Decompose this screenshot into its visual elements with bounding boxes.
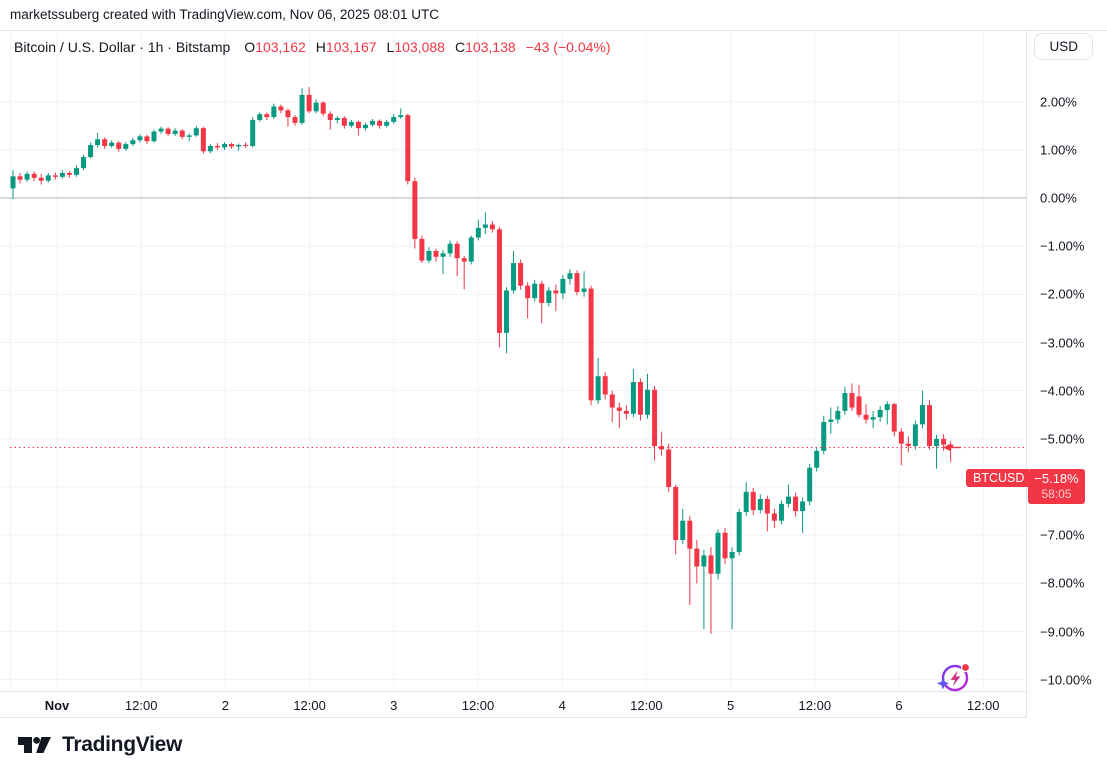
time-tick-label: 5: [726, 698, 735, 713]
symbol-title: Bitcoin / U.S. Dollar · 1h · Bitstamp: [14, 39, 231, 55]
price-tick-label: 1.00%: [1040, 142, 1077, 158]
price-tick-label: 2.00%: [1040, 94, 1077, 110]
spark-refresh-icon[interactable]: [936, 657, 974, 697]
open-value: 103,162: [255, 39, 306, 55]
price-tick-label: −9.00%: [1040, 624, 1085, 639]
change-value: −43 (−0.04%): [525, 39, 611, 55]
symbol-legend: Bitcoin / U.S. Dollar · 1h · Bitstamp O10…: [14, 39, 611, 55]
price-tick-label: −1.00%: [1040, 238, 1085, 254]
time-tick-label: 12:00: [798, 698, 832, 713]
high-value: 103,167: [325, 39, 377, 55]
price-tick-label: −10.00%: [1040, 672, 1092, 688]
price-tick-label: −4.00%: [1040, 383, 1085, 399]
low-value: 103,088: [394, 39, 445, 55]
open-label: O: [244, 39, 256, 55]
bar-countdown: 58:05: [1041, 486, 1072, 501]
low-label: L: [386, 39, 395, 55]
currency-toggle-button[interactable]: USD: [1034, 33, 1093, 60]
last-price-label: −5.18% 58:05: [1028, 468, 1085, 504]
time-axis[interactable]: Nov 12:00 2 12:00 3 12:00 4 12:00 5 12:00 6 12:00: [0, 691, 1107, 718]
close-value: 103,138: [465, 39, 516, 55]
time-tick-label: 12:00: [630, 698, 663, 713]
price-tick-label: 0.00%: [1040, 190, 1077, 206]
time-tick-label: 6: [895, 698, 903, 713]
time-tick-label: 12:00: [293, 698, 326, 713]
time-tick-label: 2: [221, 698, 230, 713]
attribution-text: marketssuberg created with TradingView.c…: [10, 7, 439, 22]
close-label: C: [454, 39, 466, 55]
footer: TradingView: [16, 731, 182, 759]
price-tick-label: −5.00%: [1040, 431, 1085, 447]
time-tick-label: 12:00: [124, 698, 158, 713]
price-tick-label: −2.00%: [1040, 286, 1085, 302]
time-tick-label: 12:00: [461, 698, 495, 713]
chart-root: Bitcoin / U.S. Dollar · 1h · Bitstamp O10…: [0, 30, 1107, 718]
price-tick-label: −3.00%: [1040, 335, 1085, 350]
time-tick-label: 12:00: [966, 698, 1000, 713]
tradingview-logo-text[interactable]: TradingView: [62, 733, 183, 756]
price-axis[interactable]: 2.00% 1.00% 0.00% −1.00% −2.00% −3.00% −4.00% −…: [1026, 31, 1107, 718]
time-tick-label: Nov: [44, 698, 70, 713]
price-tick-label: −8.00%: [1040, 575, 1085, 591]
tradingview-logo-icon[interactable]: [16, 731, 53, 759]
price-tick-label: −7.00%: [1040, 527, 1085, 543]
high-label: H: [315, 39, 326, 55]
last-price-value: −5.18%: [1034, 470, 1079, 486]
time-tick-label: 3: [390, 698, 398, 713]
time-tick-label: 4: [558, 698, 566, 713]
chart-pane[interactable]: [0, 31, 1107, 718]
symbol-price-badge: BTCUSD: [966, 468, 1032, 487]
